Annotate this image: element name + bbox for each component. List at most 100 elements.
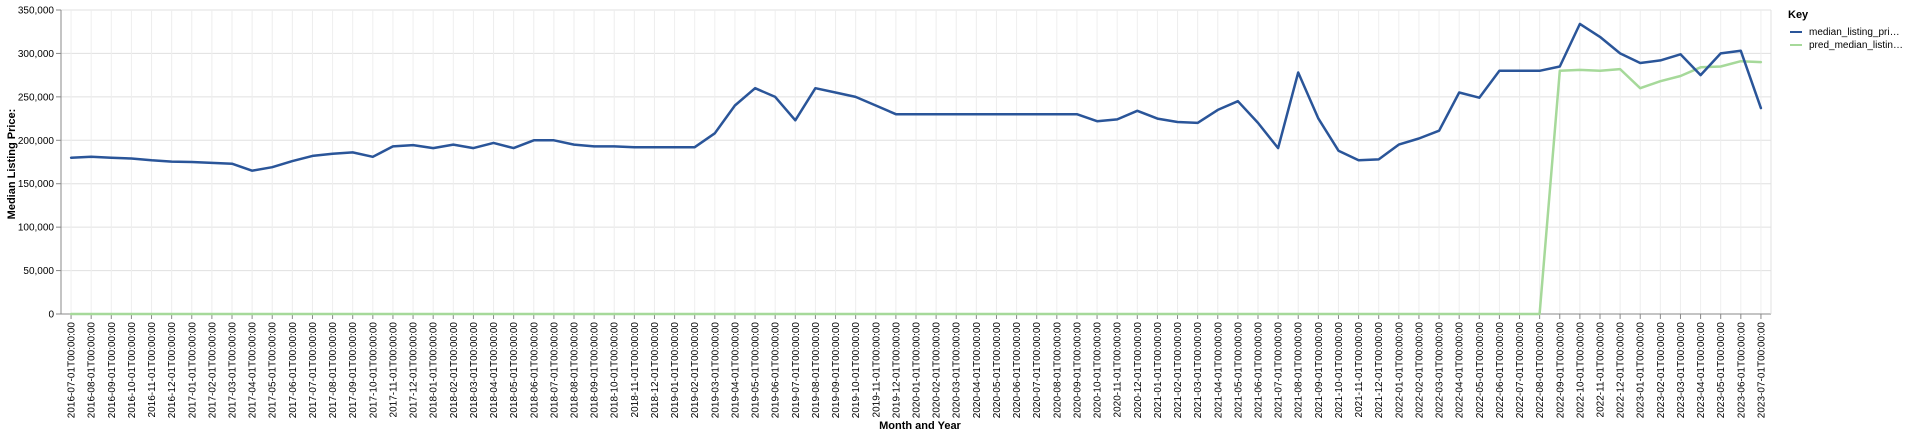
legend-label-median: median_listing_pri… [1809, 27, 1900, 38]
y-axis-title: Median Listing Price: [6, 109, 18, 220]
x-tick-label: 2022-01-01T00:00:00 [1394, 322, 1405, 419]
x-tick-label: 2022-06-01T00:00:00 [1495, 322, 1506, 419]
x-tick-label: 2020-12-01T00:00:00 [1133, 322, 1144, 419]
legend-title: Key [1788, 9, 1809, 21]
x-tick-label: 2017-11-01T00:00:00 [388, 322, 399, 418]
x-tick-label: 2018-06-01T00:00:00 [529, 322, 540, 419]
series-line-median-listing-price [69, 22, 1763, 172]
x-tick-label: 2021-02-01T00:00:00 [1173, 322, 1184, 419]
x-tick-label: 2022-04-01T00:00:00 [1455, 322, 1466, 419]
x-tick-label: 2021-09-01T00:00:00 [1314, 322, 1325, 419]
x-tick-label: 2019-11-01T00:00:00 [871, 322, 882, 418]
x-tick-label: 2023-07-01T00:00:00 [1756, 322, 1767, 419]
x-tick-label: 2017-07-01T00:00:00 [308, 322, 319, 419]
x-tick-label: 2018-11-01T00:00:00 [630, 322, 641, 418]
y-tick-label: 300,000 [18, 49, 55, 60]
x-tick-label: 2019-04-01T00:00:00 [730, 322, 741, 419]
x-tick-label: 2021-07-01T00:00:00 [1274, 322, 1285, 419]
x-tick-label: 2022-12-01T00:00:00 [1616, 322, 1627, 419]
x-tick-label: 2017-03-01T00:00:00 [228, 322, 239, 419]
x-tick-label: 2016-11-01T00:00:00 [147, 322, 158, 418]
x-tick-label: 2016-08-01T00:00:00 [87, 322, 98, 419]
x-tick-label: 2020-05-01T00:00:00 [992, 322, 1003, 419]
x-tick-label: 2017-08-01T00:00:00 [328, 322, 339, 419]
x-tick-label: 2018-05-01T00:00:00 [509, 322, 520, 419]
x-tick-label: 2019-01-01T00:00:00 [670, 322, 681, 419]
x-tick-label: 2018-03-01T00:00:00 [469, 322, 480, 419]
x-tick-label: 2023-05-01T00:00:00 [1716, 322, 1727, 419]
x-tick-label: 2018-08-01T00:00:00 [570, 322, 581, 419]
x-tick-label: 2019-05-01T00:00:00 [751, 322, 762, 419]
x-tick-label: 2018-09-01T00:00:00 [590, 322, 601, 419]
x-tick-label: 2021-06-01T00:00:00 [1254, 322, 1265, 419]
y-axis-ticks: 0 50,000 100,000 150,000 200,000 250,000 300,0… [18, 6, 61, 321]
x-tick-label: 2018-01-01T00:00:00 [429, 322, 440, 419]
x-tick-label: 2020-10-01T00:00:00 [1093, 322, 1104, 419]
x-tick-label: 2020-06-01T00:00:00 [1012, 322, 1023, 419]
x-tick-label: 2021-08-01T00:00:00 [1294, 322, 1305, 419]
x-tick-label: 2020-11-01T00:00:00 [1113, 322, 1124, 418]
x-tick-label: 2019-10-01T00:00:00 [851, 322, 862, 419]
x-tick-label: 2022-03-01T00:00:00 [1435, 322, 1446, 419]
x-tick-label: 2019-02-01T00:00:00 [690, 322, 701, 419]
x-axis-ticks: 2016-07-01T00:00:00 2016-08-01T00:00:00 20… [67, 314, 1767, 419]
x-tick-label: 2022-10-01T00:00:00 [1575, 322, 1586, 419]
x-tick-label: 2018-07-01T00:00:00 [549, 322, 560, 419]
x-tick-label: 2018-10-01T00:00:00 [610, 322, 621, 419]
x-tick-label: 2019-09-01T00:00:00 [831, 322, 842, 419]
x-tick-label: 2021-05-01T00:00:00 [1233, 322, 1244, 419]
x-tick-label: 2016-07-01T00:00:00 [67, 322, 78, 419]
x-axis-title: Month and Year [879, 420, 961, 432]
y-tick-label: 50,000 [23, 266, 54, 277]
x-tick-label: 2020-04-01T00:00:00 [972, 322, 983, 419]
x-tick-label: 2018-12-01T00:00:00 [650, 322, 661, 419]
x-tick-label: 2017-05-01T00:00:00 [268, 322, 279, 419]
x-tick-label: 2019-06-01T00:00:00 [771, 322, 782, 419]
x-tick-label: 2018-04-01T00:00:00 [489, 322, 500, 419]
x-tick-label: 2019-08-01T00:00:00 [811, 322, 822, 419]
gridlines [61, 9, 1771, 315]
x-tick-label: 2023-04-01T00:00:00 [1696, 322, 1707, 419]
x-tick-label: 2021-11-01T00:00:00 [1354, 322, 1365, 418]
x-tick-label: 2017-12-01T00:00:00 [409, 322, 420, 419]
x-tick-label: 2019-07-01T00:00:00 [791, 322, 802, 419]
x-tick-label: 2017-04-01T00:00:00 [248, 322, 259, 419]
x-tick-label: 2016-09-01T00:00:00 [107, 322, 118, 419]
x-tick-label: 2022-07-01T00:00:00 [1515, 322, 1526, 419]
x-tick-label: 2018-02-01T00:00:00 [449, 322, 460, 419]
x-tick-label: 2021-12-01T00:00:00 [1374, 322, 1385, 419]
x-tick-label: 2020-01-01T00:00:00 [912, 322, 923, 419]
x-tick-label: 2022-05-01T00:00:00 [1475, 322, 1486, 419]
legend: Key median_listing_pri… pred_median_list… [1788, 9, 1903, 51]
y-tick-label: 200,000 [18, 136, 55, 147]
x-tick-label: 2022-09-01T00:00:00 [1555, 322, 1566, 419]
x-tick-label: 2019-12-01T00:00:00 [891, 322, 902, 419]
x-tick-label: 2021-03-01T00:00:00 [1193, 322, 1204, 419]
x-tick-label: 2023-03-01T00:00:00 [1676, 322, 1687, 419]
x-tick-label: 2017-10-01T00:00:00 [368, 322, 379, 419]
x-tick-label: 2017-01-01T00:00:00 [187, 322, 198, 419]
y-tick-label: 0 [48, 310, 54, 321]
x-tick-label: 2017-06-01T00:00:00 [288, 322, 299, 419]
x-tick-label: 2017-02-01T00:00:00 [207, 322, 218, 419]
x-tick-label: 2017-09-01T00:00:00 [348, 322, 359, 419]
legend-label-pred: pred_median_listin… [1809, 40, 1903, 51]
y-tick-label: 250,000 [18, 92, 55, 103]
x-tick-label: 2022-11-01T00:00:00 [1596, 322, 1607, 418]
x-tick-label: 2023-06-01T00:00:00 [1736, 322, 1747, 419]
x-tick-label: 2016-12-01T00:00:00 [167, 322, 178, 419]
x-tick-label: 2019-03-01T00:00:00 [710, 322, 721, 419]
x-tick-label: 2016-10-01T00:00:00 [127, 322, 138, 419]
series-lines [69, 22, 1763, 316]
x-tick-label: 2020-07-01T00:00:00 [1032, 322, 1043, 419]
y-tick-label: 150,000 [18, 179, 55, 190]
x-tick-label: 2020-02-01T00:00:00 [932, 322, 943, 419]
x-tick-label: 2023-02-01T00:00:00 [1656, 322, 1667, 419]
x-tick-label: 2022-08-01T00:00:00 [1535, 322, 1546, 419]
x-tick-label: 2020-08-01T00:00:00 [1052, 322, 1063, 419]
x-tick-label: 2023-01-01T00:00:00 [1636, 322, 1647, 419]
x-tick-label: 2022-02-01T00:00:00 [1414, 322, 1425, 419]
x-tick-label: 2021-04-01T00:00:00 [1213, 322, 1224, 419]
x-tick-label: 2021-10-01T00:00:00 [1334, 322, 1345, 419]
